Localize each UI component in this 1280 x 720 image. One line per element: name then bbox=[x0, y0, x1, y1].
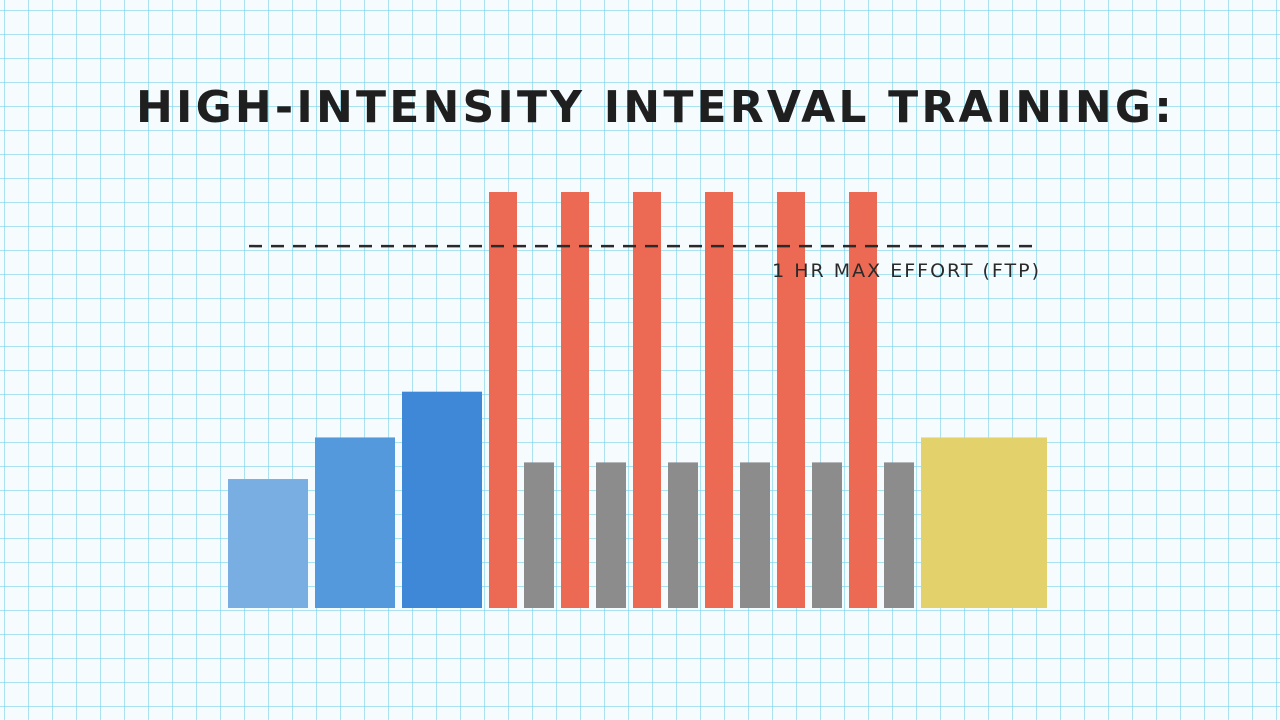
bar-15 bbox=[884, 462, 914, 608]
bar-2 bbox=[315, 437, 395, 608]
bar-10 bbox=[705, 192, 733, 608]
bar-12 bbox=[777, 192, 805, 608]
bar-3 bbox=[402, 391, 482, 608]
bar-6 bbox=[561, 192, 589, 608]
ftp-reference-label: 1 HR MAX EFFORT (FTP) bbox=[772, 260, 1041, 282]
bar-1 bbox=[228, 479, 308, 608]
bar-13 bbox=[812, 462, 842, 608]
bar-9 bbox=[668, 462, 698, 608]
bar-4 bbox=[489, 192, 517, 608]
bars-group bbox=[228, 192, 1047, 608]
chart-title: HIGH-INTENSITY INTERVAL TRAINING: bbox=[136, 82, 1176, 133]
bar-14 bbox=[849, 192, 877, 608]
bar-7 bbox=[596, 462, 626, 608]
bar-11 bbox=[740, 462, 770, 608]
bar-16 bbox=[921, 437, 1047, 608]
bar-8 bbox=[633, 192, 661, 608]
bar-5 bbox=[524, 462, 554, 608]
